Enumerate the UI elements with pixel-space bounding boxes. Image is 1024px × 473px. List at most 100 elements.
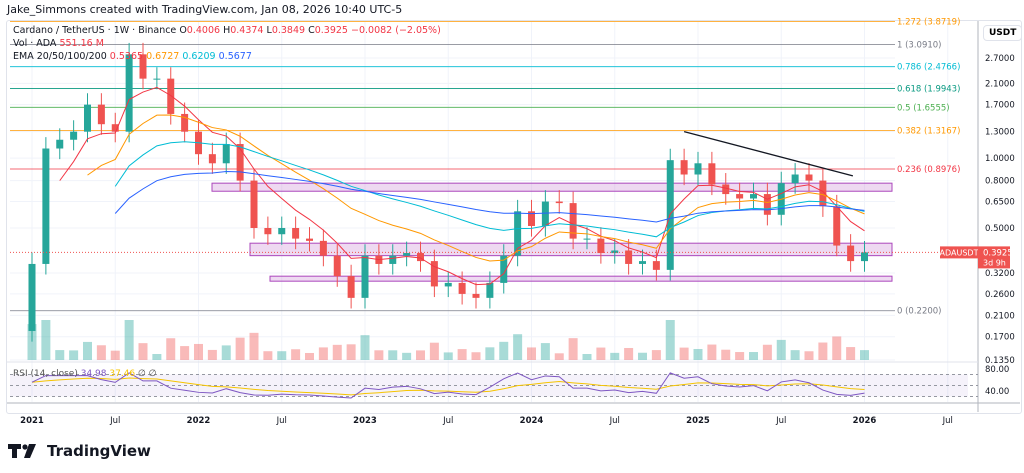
ema200-value: 0.5677	[218, 51, 252, 62]
fib-level-label: 0.786 (2.4766)	[897, 63, 960, 73]
time-tick: 2026	[853, 416, 877, 426]
candle-body	[306, 238, 313, 241]
fib-level-label: 1.272 (3.8719)	[897, 18, 960, 28]
volume-bar	[110, 350, 120, 360]
volume-bar	[596, 347, 606, 360]
candle-body	[361, 255, 369, 298]
rsi-legend[interactable]: RSI (14, close) 34.98 37.46 ∅ ∅	[13, 369, 157, 379]
price-tick: 1.0000	[985, 154, 1015, 164]
candle-body	[236, 144, 244, 181]
volume-bar	[540, 343, 550, 360]
ema-label: EMA 20/50/100/200	[13, 51, 107, 62]
volume-bar	[776, 339, 786, 360]
volume-bar	[499, 341, 509, 360]
price-tick: 0.6500	[985, 198, 1015, 208]
candle-body	[708, 163, 716, 185]
volume-bar	[27, 324, 37, 360]
support-resistance-zone	[211, 182, 893, 192]
symbol-name[interactable]: Cardano / TetherUS · 1W · Binance	[13, 25, 177, 36]
price-tick: 2.7000	[985, 54, 1015, 64]
price-tag-value: 0.3925	[983, 248, 1013, 258]
volume-bar	[194, 343, 203, 360]
volume-bar	[665, 320, 675, 360]
volume-bar	[638, 352, 647, 360]
time-tick: 2023	[353, 416, 377, 426]
volume-bar	[818, 342, 828, 360]
ema-legend[interactable]: EMA 20/50/100/200 0.5365 0.6727 0.6209 0…	[13, 51, 252, 62]
volume-bar	[180, 346, 190, 360]
volume-bar	[568, 338, 578, 360]
price-tick: 0.2100	[985, 311, 1015, 321]
rsi-ma-value: 37.46	[109, 369, 136, 379]
volume-legend[interactable]: Vol · ADA 551.16 M	[13, 38, 104, 49]
volume-label: Vol · ADA	[13, 38, 57, 49]
volume-bar	[527, 347, 536, 360]
ema100-value: 0.6209	[182, 51, 216, 62]
low-value: 0.3849	[271, 25, 306, 36]
candle-body	[514, 211, 522, 256]
trendline	[683, 131, 854, 177]
symbol-tag-label: ADAUSDT	[940, 248, 979, 257]
price-tick: 1.7000	[985, 101, 1015, 111]
volume-bar	[249, 332, 259, 360]
symbol-legend: Cardano / TetherUS · 1W · Binance O0.400…	[13, 25, 441, 36]
volume-bar	[83, 341, 92, 360]
currency-button[interactable]: USDT	[983, 25, 1023, 41]
volume-bar	[69, 350, 79, 360]
candle-body	[680, 160, 688, 175]
candle-body	[694, 163, 702, 175]
candle-body	[722, 184, 730, 195]
volume-bar	[471, 352, 481, 360]
ema50-line	[87, 114, 865, 262]
support-resistance-zone	[269, 275, 893, 282]
candle-body	[583, 238, 591, 240]
time-tick: Jul	[609, 416, 620, 426]
volume-bar	[846, 347, 856, 360]
rsi-na-1: ∅	[138, 369, 146, 379]
candle-body	[763, 194, 771, 215]
rsi-na-2: ∅	[148, 369, 157, 379]
candle-body	[555, 201, 563, 204]
volume-bar	[124, 320, 134, 360]
volume-bar	[388, 350, 398, 360]
volume-bar	[305, 352, 314, 360]
volume-bar	[207, 349, 217, 360]
ema20-value: 0.5365	[109, 51, 144, 62]
candle-body	[250, 180, 258, 228]
candle-body	[70, 131, 78, 140]
candle-body	[486, 282, 494, 298]
volume-bar	[41, 320, 51, 360]
open-label: O	[179, 25, 187, 36]
support-resistance-zone	[249, 242, 893, 257]
rsi-ma-line	[31, 377, 865, 396]
volume-bar	[651, 350, 661, 360]
ema200-line	[114, 171, 865, 223]
candle-body	[292, 227, 300, 239]
price-tick: 0.8000	[985, 177, 1015, 187]
price-tick: 1.3000	[985, 128, 1015, 138]
candle-body	[750, 194, 757, 199]
tradingview-logo[interactable]: TradingView	[8, 442, 151, 460]
candle-body	[861, 252, 868, 262]
volume-bar	[416, 350, 425, 360]
volume-bar	[374, 350, 384, 360]
change-value: −0.0082 (−2.05%)	[351, 25, 441, 36]
candle-body	[639, 261, 646, 264]
ema100-line	[114, 141, 865, 238]
volume-bar	[332, 344, 342, 360]
time-tick: Jul	[276, 416, 287, 426]
candle-body	[319, 240, 327, 256]
candle-body	[347, 276, 355, 298]
volume-bar	[610, 352, 620, 360]
time-tick: Jul	[942, 416, 953, 426]
volume-bar	[152, 354, 162, 360]
time-tick: 2025	[686, 416, 710, 426]
fib-level-label: 0 (0.2200)	[897, 307, 941, 317]
volume-bar	[166, 338, 176, 360]
time-tick: Jul	[109, 416, 120, 426]
volume-value: 551.16 M	[59, 38, 104, 49]
volume-bar	[707, 344, 717, 360]
volume-bar	[624, 347, 634, 360]
close-value: 0.3925	[314, 25, 348, 36]
